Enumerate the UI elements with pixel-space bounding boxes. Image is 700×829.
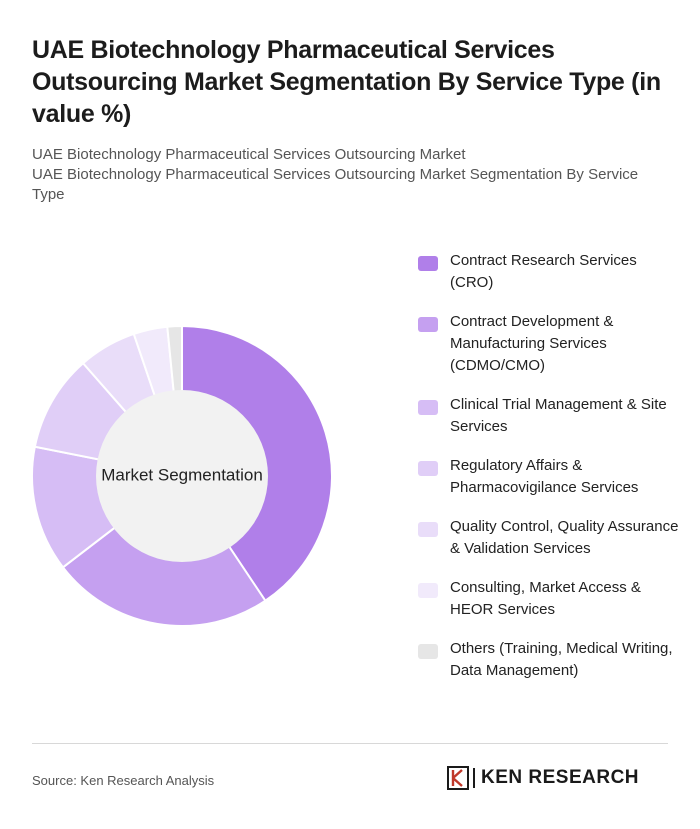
legend-item[interactable]: Others (Training, Medical Writing, Data …	[418, 638, 680, 682]
footer-divider	[32, 743, 668, 744]
legend-swatch	[418, 461, 438, 476]
chart-legend: Contract Research Services (CRO) Contract…	[418, 250, 680, 699]
subtitle-line-1: UAE Biotechnology Pharmaceutical Service…	[32, 146, 466, 163]
legend-swatch	[418, 256, 438, 271]
legend-swatch	[418, 400, 438, 415]
legend-label: Regulatory Affairs & Pharmacovigilance S…	[450, 457, 639, 496]
legend-label: Others (Training, Medical Writing, Data …	[450, 640, 673, 679]
donut-center	[96, 390, 268, 562]
ken-research-logo-icon	[447, 766, 469, 790]
brand-separator	[473, 768, 475, 788]
legend-item[interactable]: Regulatory Affairs & Pharmacovigilance S…	[418, 455, 680, 499]
legend-label: Consulting, Market Access & HEOR Service…	[450, 579, 641, 618]
donut-chart: Market Segmentation	[31, 324, 333, 627]
chart-title: UAE Biotechnology Pharmaceutical Service…	[32, 36, 661, 128]
legend-label: Quality Control, Quality Assurance & Val…	[450, 518, 679, 557]
legend-label: Contract Development & Manufacturing Ser…	[450, 313, 614, 374]
subtitle-line-2: UAE Biotechnology Pharmaceutical Service…	[32, 166, 639, 203]
legend-swatch	[418, 317, 438, 332]
legend-item[interactable]: Clinical Trial Management & Site Service…	[418, 394, 680, 438]
legend-item[interactable]: Consulting, Market Access & HEOR Service…	[418, 577, 680, 621]
legend-label: Clinical Trial Management & Site Service…	[450, 396, 667, 435]
brand-name: KEN RESEARCH	[481, 767, 640, 788]
legend-item[interactable]: Quality Control, Quality Assurance & Val…	[418, 516, 680, 560]
legend-item[interactable]: Contract Research Services (CRO)	[418, 250, 680, 294]
legend-label: Contract Research Services (CRO)	[450, 252, 637, 291]
legend-item[interactable]: Contract Development & Manufacturing Ser…	[418, 311, 680, 377]
brand-logo: KEN RESEARCH	[447, 766, 639, 790]
source-note: Source: Ken Research Analysis	[32, 773, 215, 788]
legend-swatch	[418, 583, 438, 598]
legend-swatch	[418, 644, 438, 659]
legend-swatch	[418, 522, 438, 537]
donut-center-label: Market Segmentation	[101, 465, 263, 484]
chart-subtitle: UAE Biotechnology Pharmaceutical Service…	[32, 145, 672, 205]
